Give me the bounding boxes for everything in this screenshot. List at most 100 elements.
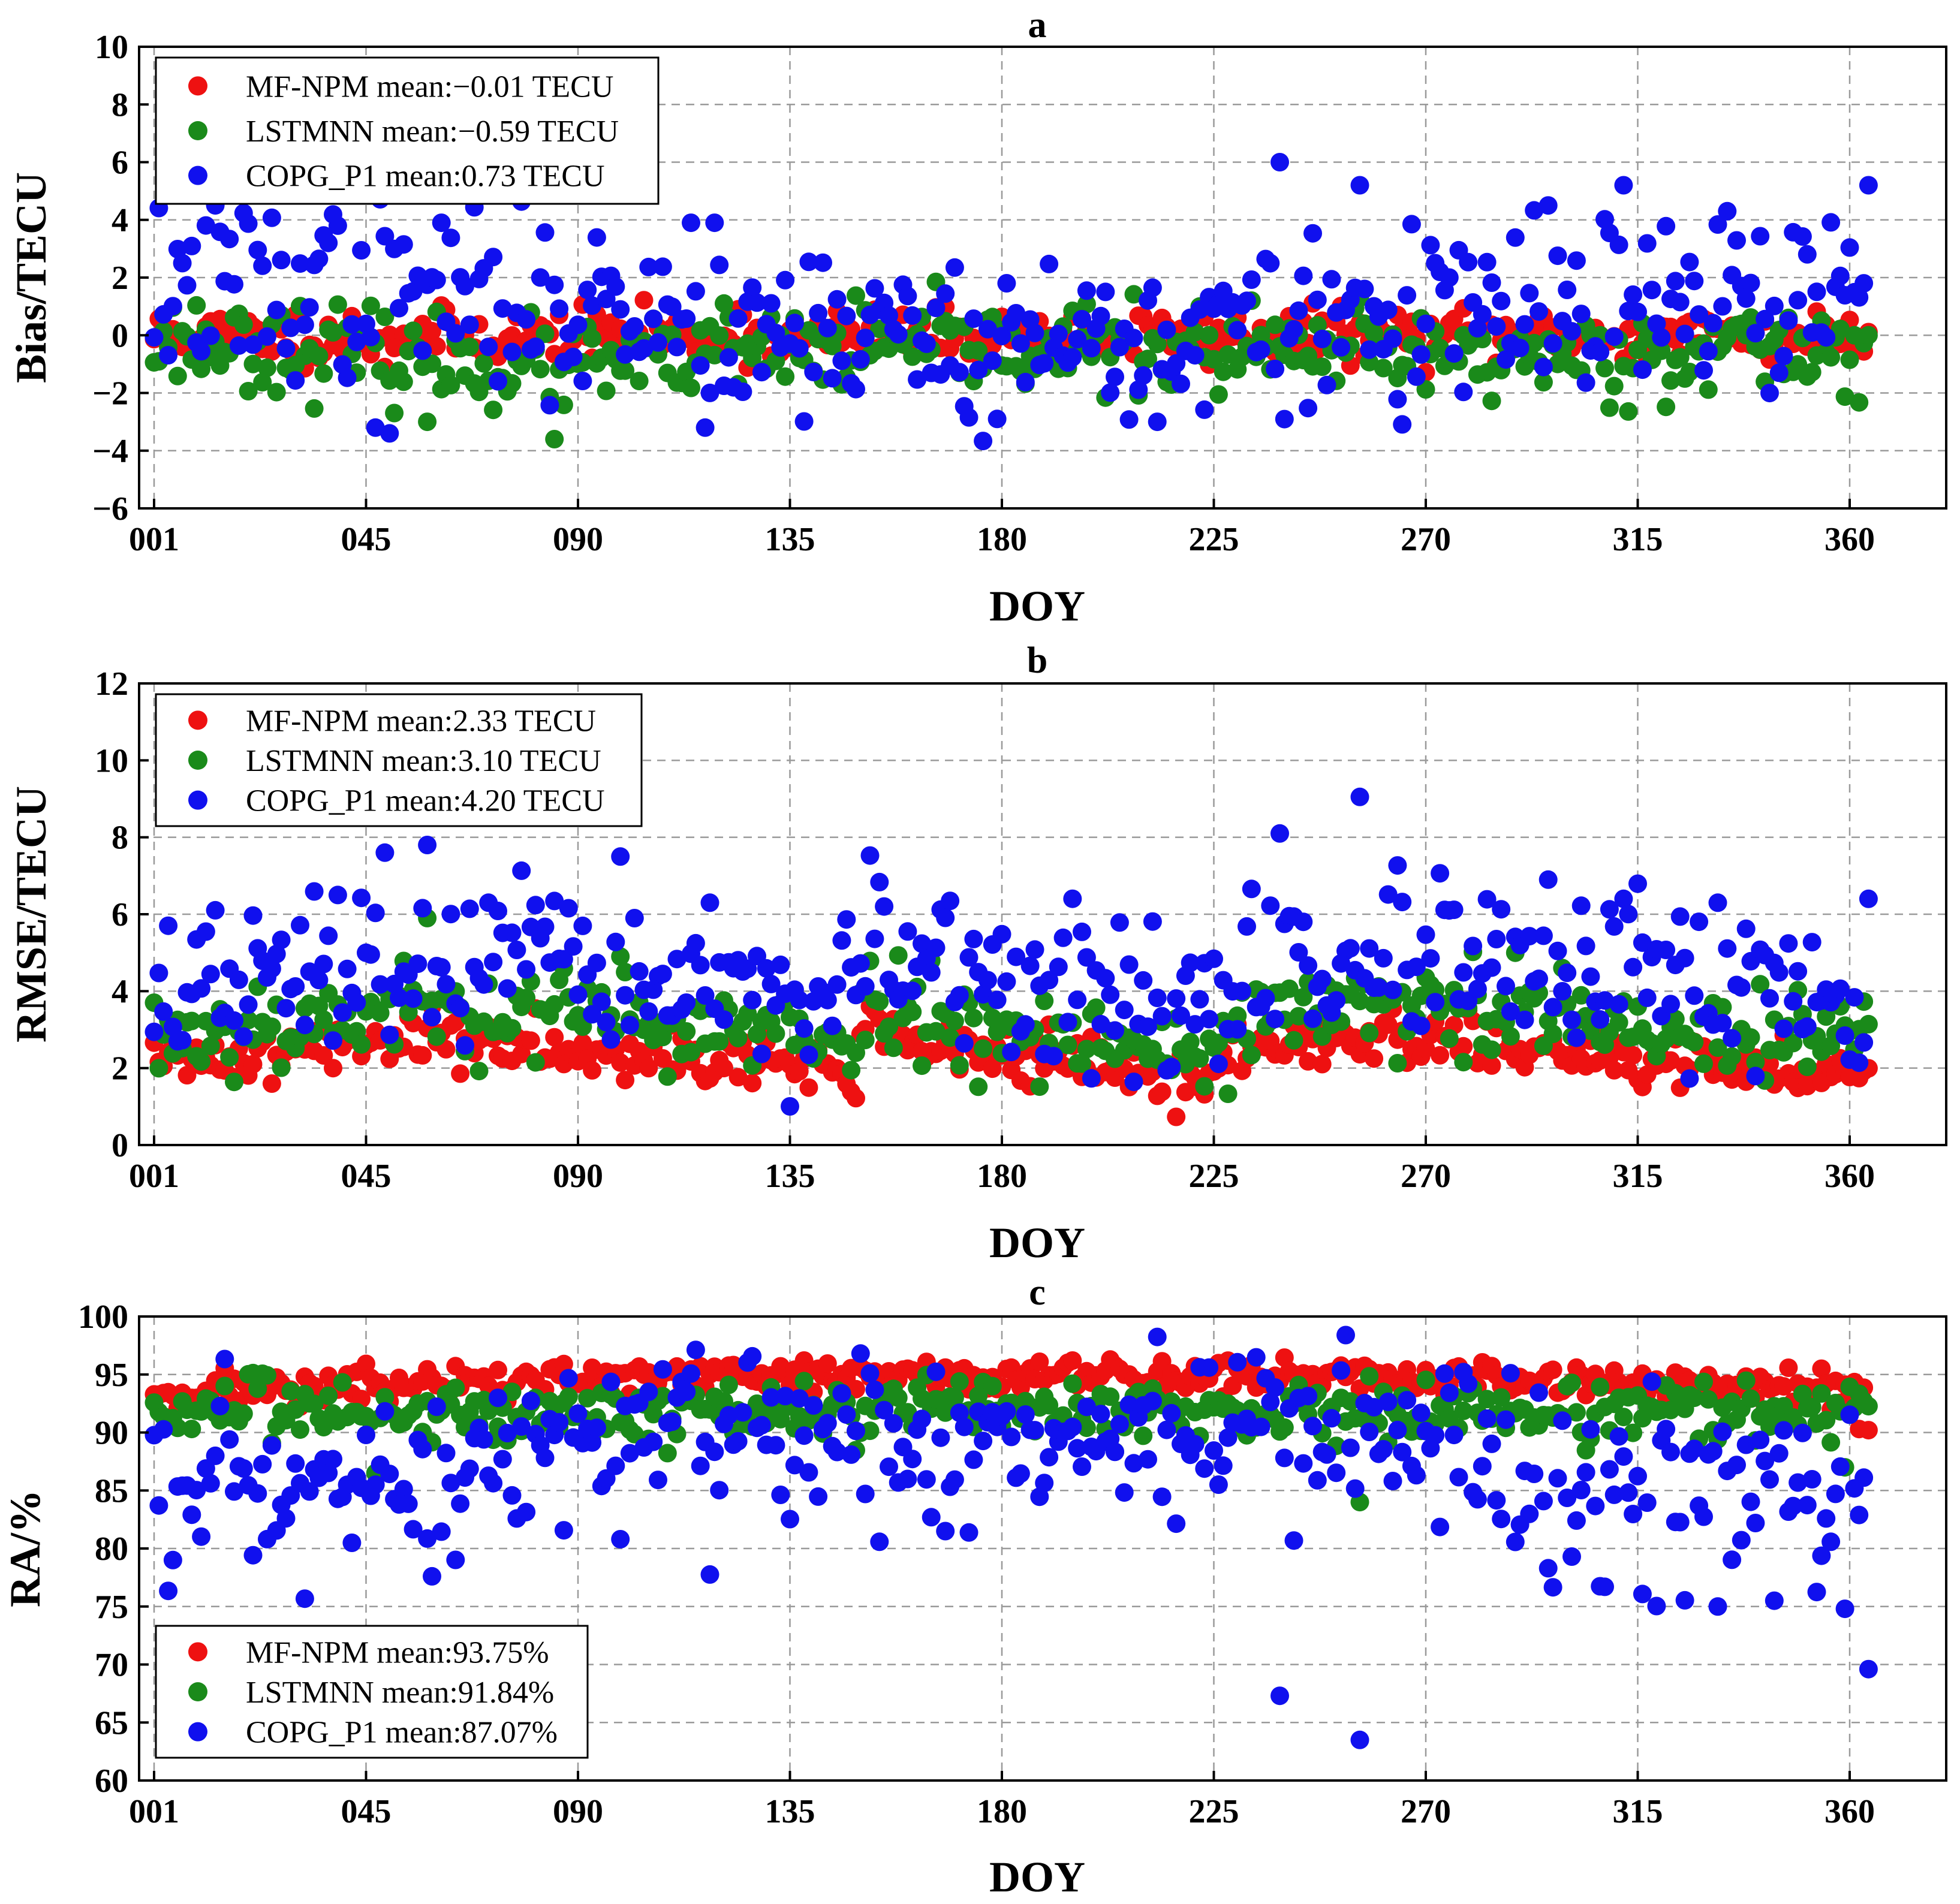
data-point (1482, 391, 1501, 411)
data-point (587, 953, 606, 972)
data-point (719, 1406, 738, 1425)
data-point (1567, 1511, 1586, 1530)
data-point (1454, 1401, 1473, 1420)
data-point (583, 1358, 602, 1377)
data-point (1411, 1403, 1431, 1423)
data-point (352, 1035, 371, 1054)
data-point (1543, 998, 1562, 1017)
data-point (276, 339, 296, 358)
data-point (474, 1430, 493, 1449)
data-point (677, 1022, 696, 1041)
data-point (1812, 1546, 1831, 1565)
data-point (281, 1382, 300, 1400)
y-tick-label: 8 (112, 820, 128, 857)
data-point (545, 430, 564, 448)
data-point (1312, 357, 1332, 376)
data-point (1736, 919, 1756, 938)
data-point (1317, 375, 1336, 394)
data-point (686, 282, 705, 301)
data-point (1571, 305, 1591, 324)
data-point (390, 299, 408, 318)
data-point (1694, 1372, 1713, 1391)
data-point (1139, 350, 1157, 369)
data-point (177, 1066, 197, 1084)
data-point (1242, 1046, 1261, 1065)
data-point (300, 1482, 319, 1501)
data-point (305, 882, 324, 901)
data-point (1614, 176, 1633, 195)
x-tick-label: 090 (553, 521, 603, 558)
data-point (239, 995, 258, 1014)
data-point (1633, 360, 1652, 379)
data-point (1543, 1360, 1562, 1379)
panel-b-ylabel: RMSE/TECU (7, 786, 55, 1043)
data-point (239, 1011, 258, 1030)
data-point (847, 1421, 865, 1441)
data-point (682, 213, 700, 233)
y-tick-label: 6 (112, 896, 128, 933)
data-point (832, 931, 851, 950)
data-point (1558, 1489, 1577, 1507)
data-point (1690, 305, 1709, 324)
data-point (352, 241, 371, 260)
data-point (1073, 922, 1091, 941)
data-point (1812, 1359, 1831, 1378)
data-point (375, 308, 395, 326)
data-point (616, 361, 635, 380)
data-point (1275, 409, 1294, 429)
data-point (319, 926, 338, 945)
data-point (1835, 387, 1854, 406)
data-point (404, 321, 423, 341)
data-point (620, 1444, 639, 1463)
data-point (1685, 1032, 1704, 1052)
data-point (1741, 273, 1760, 293)
data-point (215, 1349, 234, 1369)
data-point (1218, 345, 1238, 364)
data-point (1539, 870, 1558, 889)
data-point (898, 1469, 917, 1489)
data-point (1167, 1514, 1186, 1534)
data-point (761, 974, 781, 993)
legend-label: LSTMNN mean:91.84% (246, 1676, 554, 1710)
data-point (526, 337, 545, 356)
data-point (766, 1436, 785, 1455)
data-point (1633, 933, 1652, 952)
data-point (248, 240, 267, 260)
data-point (1195, 1459, 1214, 1478)
data-point (1652, 341, 1671, 360)
data-point (479, 338, 498, 357)
data-point (1576, 373, 1595, 392)
data-point (432, 1522, 451, 1541)
data-point (526, 1053, 545, 1072)
legend-marker (188, 790, 207, 810)
data-point (913, 1409, 931, 1429)
data-point (1628, 1466, 1647, 1486)
data-point (686, 1340, 705, 1360)
legend-label: COPG_P1 mean:0.73 TECU (246, 159, 605, 194)
data-point (682, 1043, 700, 1062)
data-point (1261, 896, 1280, 915)
data-point (1520, 1504, 1539, 1523)
data-point (375, 843, 395, 862)
data-point (1341, 1438, 1360, 1457)
data-point (1586, 1496, 1605, 1516)
data-point (809, 303, 828, 323)
data-point (959, 948, 979, 967)
data-point (1497, 350, 1515, 369)
data-point (338, 959, 357, 978)
data-point (1769, 963, 1789, 982)
data-point (1218, 1428, 1238, 1447)
data-point (333, 1003, 352, 1022)
data-point (554, 395, 573, 414)
data-point (399, 1494, 418, 1513)
data-point (634, 291, 654, 310)
data-point (578, 1388, 597, 1408)
data-point (1703, 1442, 1723, 1461)
data-point (1350, 992, 1369, 1011)
data-point (1576, 936, 1595, 956)
data-point (1765, 296, 1784, 315)
data-point (1270, 824, 1289, 843)
data-point (1830, 1457, 1850, 1476)
data-point (1817, 328, 1836, 347)
data-point (286, 1400, 305, 1419)
